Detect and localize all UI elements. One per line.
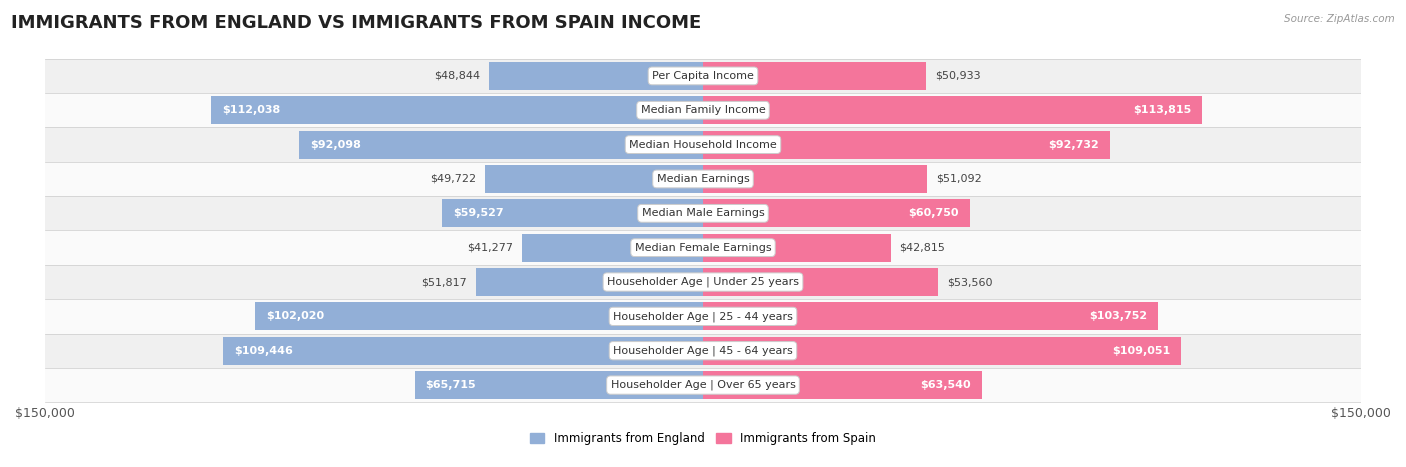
Text: $102,020: $102,020	[266, 311, 325, 321]
Text: Per Capita Income: Per Capita Income	[652, 71, 754, 81]
Text: Median Family Income: Median Family Income	[641, 105, 765, 115]
Text: $50,933: $50,933	[935, 71, 981, 81]
Bar	[224, 337, 703, 365]
Bar	[475, 268, 703, 296]
Bar	[45, 368, 1361, 402]
Text: Householder Age | 45 - 64 years: Householder Age | 45 - 64 years	[613, 346, 793, 356]
Text: $109,051: $109,051	[1112, 346, 1170, 356]
Text: Median Earnings: Median Earnings	[657, 174, 749, 184]
Bar	[45, 59, 1361, 93]
Bar	[45, 162, 1361, 196]
Text: $92,098: $92,098	[309, 140, 361, 149]
Text: $112,038: $112,038	[222, 105, 281, 115]
Text: Median Household Income: Median Household Income	[628, 140, 778, 149]
Bar	[211, 96, 703, 124]
Bar	[703, 199, 970, 227]
Text: $59,527: $59,527	[453, 208, 503, 218]
Bar	[45, 231, 1361, 265]
Text: Householder Age | Over 65 years: Householder Age | Over 65 years	[610, 380, 796, 390]
Text: $51,092: $51,092	[936, 174, 981, 184]
Text: $103,752: $103,752	[1090, 311, 1147, 321]
Bar	[256, 302, 703, 331]
Text: $63,540: $63,540	[920, 380, 970, 390]
Bar	[703, 302, 1159, 331]
Bar	[299, 131, 703, 159]
Text: IMMIGRANTS FROM ENGLAND VS IMMIGRANTS FROM SPAIN INCOME: IMMIGRANTS FROM ENGLAND VS IMMIGRANTS FR…	[11, 14, 702, 32]
Text: $42,815: $42,815	[900, 243, 945, 253]
Bar	[45, 265, 1361, 299]
Bar	[45, 299, 1361, 333]
Bar	[703, 371, 981, 399]
Bar	[485, 165, 703, 193]
Legend: Immigrants from England, Immigrants from Spain: Immigrants from England, Immigrants from…	[526, 428, 880, 450]
Text: Median Female Earnings: Median Female Earnings	[634, 243, 772, 253]
Text: $41,277: $41,277	[467, 243, 513, 253]
Bar	[522, 234, 703, 262]
Text: $65,715: $65,715	[426, 380, 477, 390]
Text: Householder Age | Under 25 years: Householder Age | Under 25 years	[607, 277, 799, 287]
Text: Householder Age | 25 - 44 years: Householder Age | 25 - 44 years	[613, 311, 793, 322]
Text: $49,722: $49,722	[430, 174, 477, 184]
Bar	[415, 371, 703, 399]
Text: $109,446: $109,446	[233, 346, 292, 356]
Bar	[441, 199, 703, 227]
Text: $53,560: $53,560	[946, 277, 993, 287]
Text: $60,750: $60,750	[908, 208, 959, 218]
Text: Source: ZipAtlas.com: Source: ZipAtlas.com	[1284, 14, 1395, 24]
Bar	[703, 268, 938, 296]
Bar	[703, 234, 891, 262]
Bar	[703, 165, 927, 193]
Text: $51,817: $51,817	[422, 277, 467, 287]
Bar	[703, 131, 1109, 159]
Bar	[45, 127, 1361, 162]
Text: $92,732: $92,732	[1047, 140, 1099, 149]
Bar	[45, 93, 1361, 127]
Text: $113,815: $113,815	[1133, 105, 1191, 115]
Bar	[45, 196, 1361, 231]
Bar	[45, 333, 1361, 368]
Text: $48,844: $48,844	[434, 71, 479, 81]
Bar	[703, 62, 927, 90]
Bar	[703, 337, 1181, 365]
Text: Median Male Earnings: Median Male Earnings	[641, 208, 765, 218]
Bar	[703, 96, 1202, 124]
Bar	[489, 62, 703, 90]
